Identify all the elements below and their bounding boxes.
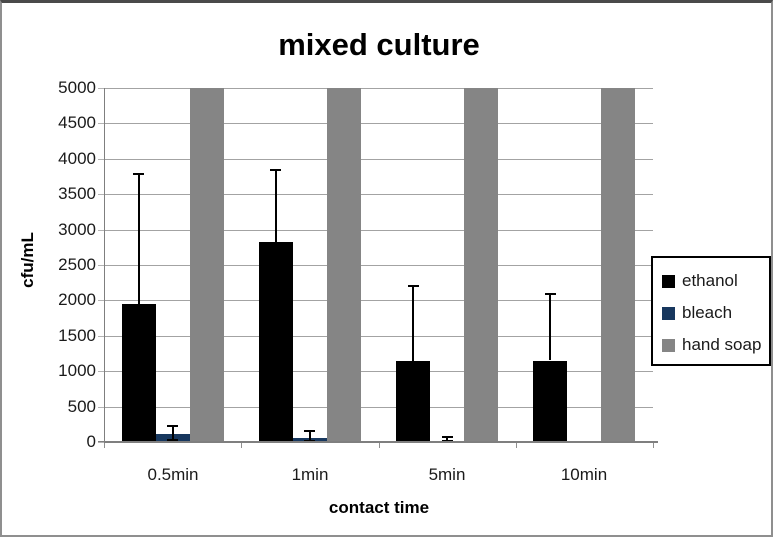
error-bar-bleach-5min bbox=[446, 436, 448, 442]
error-bar-ethanol-10min bbox=[549, 293, 551, 360]
error-bar-ethanol-5min bbox=[412, 285, 414, 361]
y-tick-label: 3500 bbox=[58, 184, 96, 203]
error-cap-top bbox=[545, 293, 556, 295]
y-axis-tick bbox=[98, 442, 104, 443]
y-axis-tick bbox=[98, 159, 104, 160]
y-tick-label: 4000 bbox=[58, 149, 96, 168]
gridline bbox=[104, 194, 653, 195]
x-axis-line bbox=[98, 441, 658, 443]
bar-ethanol-5min bbox=[396, 361, 430, 442]
y-axis-line bbox=[104, 88, 105, 443]
gridline bbox=[104, 371, 653, 372]
y-tick-label: 1500 bbox=[58, 326, 96, 345]
y-tick-label: 500 bbox=[67, 397, 96, 416]
legend-swatch-icon bbox=[662, 306, 675, 320]
error-cap-top bbox=[133, 173, 144, 175]
error-cap-top bbox=[304, 430, 315, 432]
x-axis-tick bbox=[516, 443, 517, 448]
y-tick-label: 2000 bbox=[58, 290, 96, 309]
y-axis-tick bbox=[98, 300, 104, 301]
error-bar-ethanol-1min bbox=[275, 169, 277, 242]
gridline bbox=[104, 230, 653, 231]
bar-ethanol-10min bbox=[533, 361, 567, 442]
x-tick-label: 1min bbox=[291, 465, 329, 484]
y-tick-label: 0 bbox=[86, 432, 96, 451]
error-bar-bleach-1min bbox=[309, 430, 311, 442]
legend: ethanol bleach hand soap bbox=[651, 256, 771, 366]
x-axis-title: contact time bbox=[328, 498, 430, 517]
legend-item-bleach: bleach bbox=[653, 297, 769, 329]
y-tick-label: 1000 bbox=[58, 361, 96, 380]
x-axis-tick bbox=[104, 443, 105, 448]
y-axis-tick bbox=[98, 371, 104, 372]
gridline bbox=[104, 336, 653, 337]
gridline bbox=[104, 123, 653, 124]
gridline bbox=[104, 407, 653, 408]
x-axis-tick bbox=[653, 443, 654, 448]
legend-item-ethanol: ethanol bbox=[653, 265, 769, 297]
x-tick-label: 0.5min bbox=[147, 465, 199, 484]
legend-label: bleach bbox=[682, 303, 733, 322]
x-tick-label: 10min bbox=[560, 465, 608, 484]
legend-swatch-icon bbox=[662, 274, 675, 288]
y-axis-tick bbox=[98, 194, 104, 195]
plot-area bbox=[104, 88, 653, 442]
y-axis-tick bbox=[98, 88, 104, 89]
bar-ethanol-0.5min bbox=[122, 304, 156, 442]
chart-title: mixed culture bbox=[278, 27, 480, 62]
y-tick-label: 3000 bbox=[58, 220, 96, 239]
y-tick-label: 2500 bbox=[58, 255, 96, 274]
y-axis-tick bbox=[98, 336, 104, 337]
bar-hand-soap-10min bbox=[601, 88, 635, 442]
legend-label: hand soap bbox=[682, 335, 762, 354]
legend-label: ethanol bbox=[682, 271, 738, 290]
y-tick-label: 4500 bbox=[58, 113, 96, 132]
legend-swatch-icon bbox=[662, 338, 675, 352]
x-tick-label: 5min bbox=[428, 465, 466, 484]
error-cap-top bbox=[442, 436, 453, 438]
gridline bbox=[104, 88, 653, 89]
x-axis-tick bbox=[379, 443, 380, 448]
bar-hand-soap-0.5min bbox=[190, 88, 224, 442]
gridline bbox=[104, 300, 653, 301]
y-axis-tick bbox=[98, 123, 104, 124]
error-cap-top bbox=[270, 169, 281, 171]
error-bar-ethanol-0.5min bbox=[138, 173, 140, 304]
legend-item-hand-soap: hand soap bbox=[653, 329, 769, 361]
bar-ethanol-1min bbox=[259, 242, 293, 442]
gridline bbox=[104, 265, 653, 266]
y-axis-tick bbox=[98, 407, 104, 408]
bar-hand-soap-5min bbox=[464, 88, 498, 442]
error-bar-bleach-0.5min bbox=[172, 425, 174, 441]
error-cap-top bbox=[167, 425, 178, 427]
x-axis-tick bbox=[241, 443, 242, 448]
error-cap-top bbox=[408, 285, 419, 287]
y-axis-tick bbox=[98, 265, 104, 266]
y-tick-label: 5000 bbox=[58, 78, 96, 97]
bar-hand-soap-1min bbox=[327, 88, 361, 442]
error-cap-bottom bbox=[167, 439, 178, 441]
gridline bbox=[104, 159, 653, 160]
y-axis-tick bbox=[98, 230, 104, 231]
